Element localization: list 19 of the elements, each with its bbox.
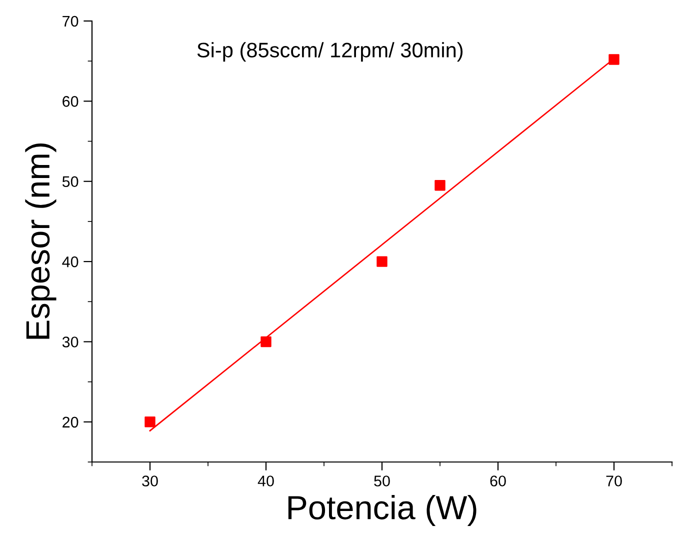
x-axis-title: Potencia (W)	[288, 494, 476, 526]
point	[608, 54, 620, 65]
y-tick-label: 50	[62, 176, 78, 188]
point	[434, 180, 446, 191]
x-tick-label: 60	[490, 476, 506, 486]
point	[376, 256, 388, 267]
point	[260, 336, 272, 348]
x-tick-label: 40	[258, 476, 274, 486]
x-tick-label: 50	[374, 476, 390, 486]
y-tick-label: 30	[62, 336, 78, 348]
annotation: Si-p (85sccm/ 12rpm/ 30min)	[197, 42, 463, 62]
x-tick-label: 30	[142, 476, 158, 486]
y-tick-label: 70	[62, 16, 78, 27]
y-axis-title: Espesor (nm)	[25, 144, 56, 339]
y-tick-label: 40	[62, 256, 78, 268]
x-tick-label: 70	[606, 476, 622, 486]
y-tick-label: 60	[62, 96, 78, 107]
y-tick-label: 20	[62, 416, 78, 428]
point	[144, 416, 156, 428]
